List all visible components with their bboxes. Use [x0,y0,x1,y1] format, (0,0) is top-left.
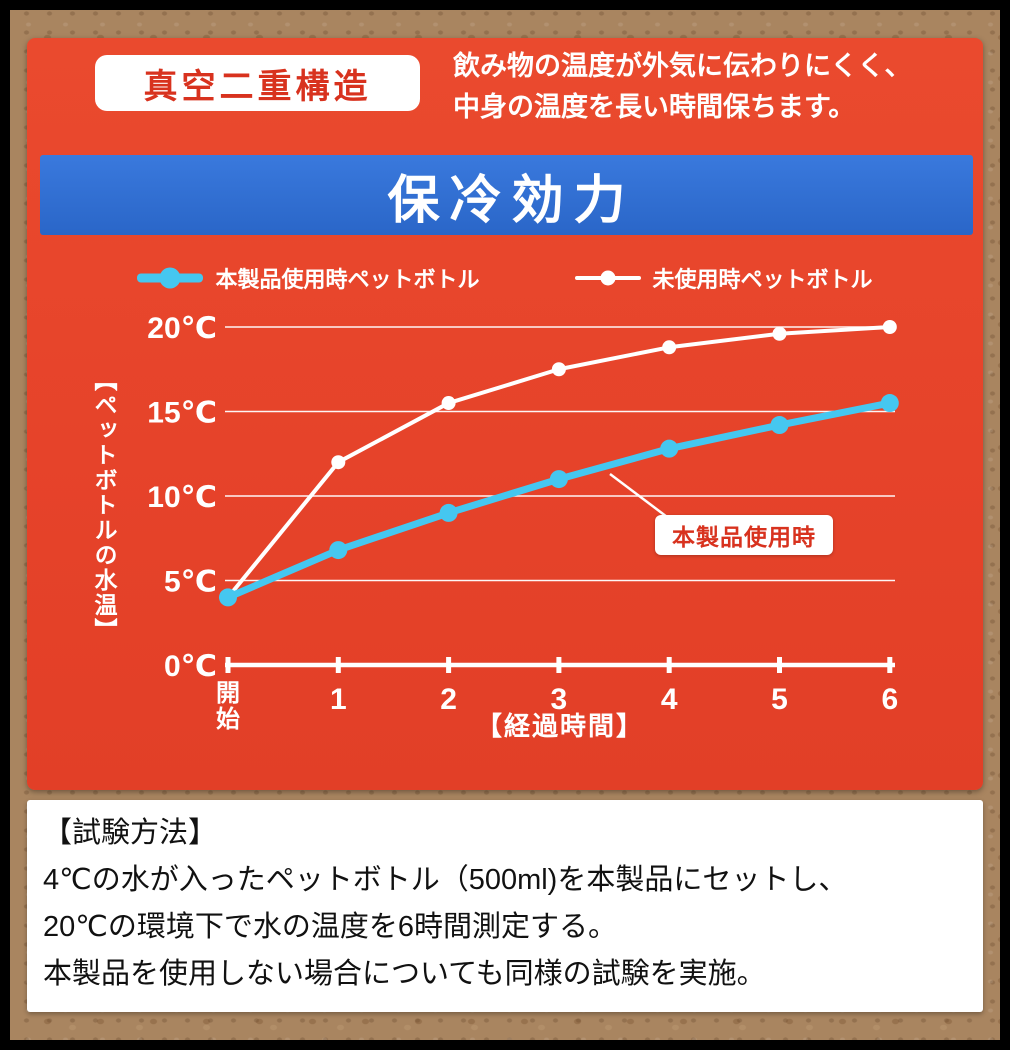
x-axis-title: 【経過時間】 [475,711,644,741]
svg-text:5: 5 [771,683,788,716]
y-axis-title: 【ペットボトルの水温】 [91,368,117,643]
svg-text:0℃: 0℃ [164,650,217,683]
svg-text:6: 6 [881,683,898,716]
product-description-line2: 中身の温度を長い時間保ちます。 [453,91,856,122]
test-method-panel: 【試験方法】 4℃の水が入ったペットボトル（500ml)を本製品にセットし、 2… [27,800,983,1012]
product-callout-label: 本製品使用時 [655,515,833,555]
cyan-line-marker-icon [137,267,204,289]
legend-item-without-product: 未使用時ペットボトル [574,262,873,294]
test-method-line3: 本製品を使用しない場合についても同様の試験を実施。 [43,957,766,990]
product-feature-card: 0℃ 5℃ 10℃ 15℃ 20℃ 開始 1 2 3 4 5 6 真空二重構造 飲み物の温度が外気に伝… [27,38,983,790]
chart-title-banner: 保冷効力 [40,155,973,235]
svg-text:20℃: 20℃ [147,312,217,345]
svg-text:5℃: 5℃ [164,566,217,599]
test-method-line2: 20℃の環境下で水の温度を6時間測定する。 [43,910,617,943]
legend-item-with-product: 本製品使用時ペットボトル [137,262,480,294]
legend-label-with-product: 本製品使用時ペットボトル [215,267,480,292]
legend-label-without-product: 未使用時ペットボトル [652,267,873,292]
svg-text:4: 4 [661,683,678,716]
svg-text:10℃: 10℃ [147,481,217,514]
white-line-marker-icon [574,267,641,289]
product-description: 飲み物の温度が外気に伝わりにくく、 中身の温度を長い時間保ちます。 [453,46,973,127]
chart-legend: 本製品使用時ペットボトル 未使用時ペットボトル [27,262,983,294]
svg-text:開始: 開始 [216,680,240,733]
test-method-heading: 【試験方法】 [43,817,218,849]
product-description-line1: 飲み物の温度が外気に伝わりにくく、 [453,51,912,81]
test-method-line1: 4℃の水が入ったペットボトル（500ml)を本製品にセットし、 [43,863,848,896]
svg-text:1: 1 [330,683,347,716]
svg-text:2: 2 [440,683,457,716]
temperature-line-chart: 0℃ 5℃ 10℃ 15℃ 20℃ 開始 1 2 3 4 5 6 [147,312,899,733]
svg-text:3: 3 [551,683,568,716]
vacuum-structure-badge: 真空二重構造 [95,55,420,111]
svg-text:15℃: 15℃ [147,397,217,430]
cork-background: 0℃ 5℃ 10℃ 15℃ 20℃ 開始 1 2 3 4 5 6 真空二重構造 飲み物の温度が外気に伝… [10,10,1000,1040]
